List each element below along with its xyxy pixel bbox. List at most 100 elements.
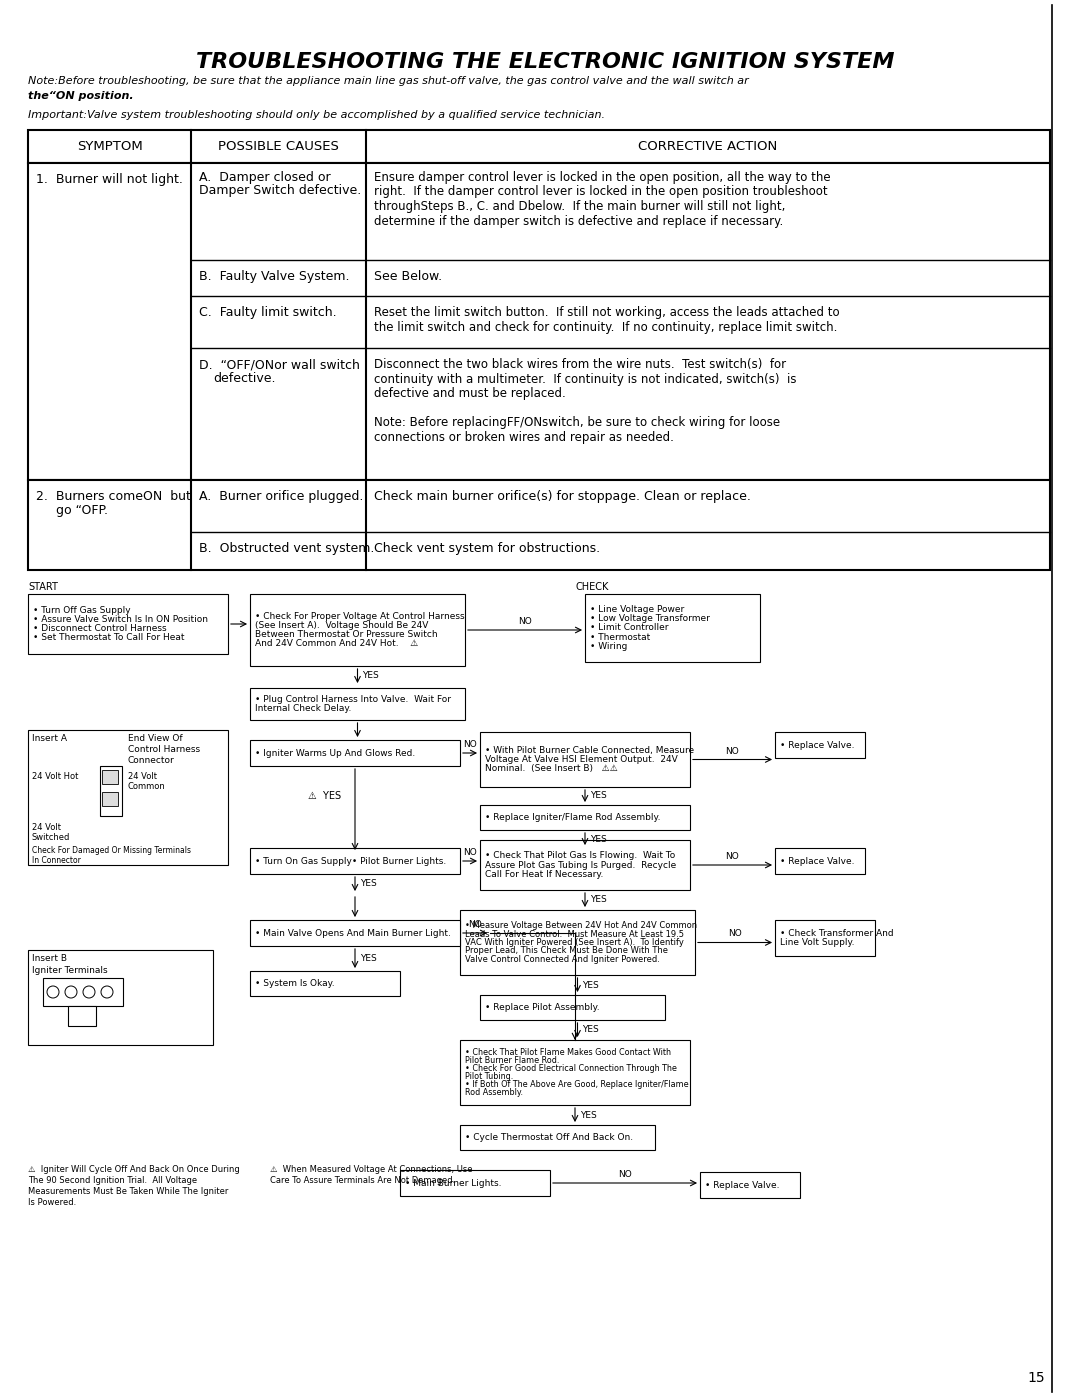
- Text: • Check For Proper Voltage At Control Harness: • Check For Proper Voltage At Control Ha…: [255, 612, 464, 620]
- Text: Control Harness: Control Harness: [129, 745, 200, 754]
- Text: Igniter Terminals: Igniter Terminals: [32, 965, 108, 975]
- Text: determine if the damper switch is defective and replace if necessary.: determine if the damper switch is defect…: [374, 215, 783, 228]
- Text: the limit switch and check for continuity.  If no continuity, replace limit swit: the limit switch and check for continuit…: [374, 320, 837, 334]
- Text: Note: Before replacingFF/ONswitch, be sure to check wiring for loose: Note: Before replacingFF/ONswitch, be su…: [374, 416, 780, 429]
- Text: 2.  Burners comeON  but: 2. Burners comeON but: [36, 490, 191, 503]
- Text: Disconnect the two black wires from the wire nuts.  Test switch(s)  for: Disconnect the two black wires from the …: [374, 358, 786, 372]
- Text: B.  Faulty Valve System.: B. Faulty Valve System.: [199, 270, 350, 284]
- Text: • Line Voltage Power: • Line Voltage Power: [590, 605, 685, 615]
- Text: NO: NO: [726, 746, 740, 756]
- Text: Reset the limit switch button.  If still not working, access the leads attached : Reset the limit switch button. If still …: [374, 306, 839, 319]
- Circle shape: [83, 986, 95, 997]
- Text: • System Is Okay.: • System Is Okay.: [255, 979, 335, 988]
- Text: • Low Voltage Transformer: • Low Voltage Transformer: [590, 615, 710, 623]
- Text: Assure Plot Gas Tubing Is Purged.  Recycle: Assure Plot Gas Tubing Is Purged. Recycl…: [485, 861, 676, 869]
- Text: The 90 Second Ignition Trial.  All Voltage: The 90 Second Ignition Trial. All Voltag…: [28, 1176, 198, 1185]
- Bar: [480, 840, 690, 890]
- Text: In Connector: In Connector: [32, 856, 81, 865]
- Bar: [460, 1039, 690, 1105]
- Text: • Wiring: • Wiring: [590, 641, 627, 651]
- Text: NO: NO: [463, 848, 477, 856]
- Text: defective and must be replaced.: defective and must be replaced.: [374, 387, 566, 400]
- Text: • Limit Controller: • Limit Controller: [590, 623, 669, 633]
- Text: D.  “OFF/ONor wall switch: D. “OFF/ONor wall switch: [199, 358, 360, 372]
- Text: Rod Assembly.: Rod Assembly.: [465, 1088, 523, 1097]
- Text: And 24V Common And 24V Hot.    ⚠: And 24V Common And 24V Hot. ⚠: [255, 640, 418, 648]
- Text: NO: NO: [518, 617, 531, 626]
- Text: NO: NO: [726, 852, 740, 861]
- Text: Between Thermostat Or Pressure Switch: Between Thermostat Or Pressure Switch: [255, 630, 437, 638]
- Text: Is Powered.: Is Powered.: [28, 1199, 77, 1207]
- Bar: [28, 731, 228, 865]
- Text: 1.  Burner will not light.: 1. Burner will not light.: [36, 173, 183, 186]
- Text: Leads To Valve Control.  Must Measure At Least 19.5: Leads To Valve Control. Must Measure At …: [465, 929, 684, 939]
- Text: Call For Heat If Necessary.: Call For Heat If Necessary.: [485, 869, 604, 879]
- Text: • Thermostat: • Thermostat: [590, 633, 650, 641]
- Text: • Replace Valve.: • Replace Valve.: [780, 856, 854, 866]
- Text: connections or broken wires and repair as needed.: connections or broken wires and repair a…: [374, 430, 674, 443]
- Text: Switched: Switched: [32, 833, 70, 842]
- Text: YES: YES: [582, 981, 599, 989]
- Text: ⚠  Igniter Will Cycle Off And Back On Once During: ⚠ Igniter Will Cycle Off And Back On Onc…: [28, 1165, 240, 1173]
- Bar: [480, 995, 665, 1020]
- Bar: [249, 921, 460, 946]
- Bar: [102, 770, 118, 784]
- Bar: [28, 594, 228, 654]
- Text: YES: YES: [360, 954, 377, 963]
- Text: SYMPTOM: SYMPTOM: [77, 140, 143, 154]
- Text: A.  Burner orifice plugged.: A. Burner orifice plugged.: [199, 490, 363, 503]
- Text: Common: Common: [129, 782, 165, 791]
- Text: go “OFP.: go “OFP.: [36, 504, 108, 517]
- Text: CHECK: CHECK: [575, 583, 608, 592]
- Text: continuity with a multimeter.  If continuity is not indicated, switch(s)  is: continuity with a multimeter. If continu…: [374, 373, 797, 386]
- Text: • Measure Voltage Between 24V Hot And 24V Common: • Measure Voltage Between 24V Hot And 24…: [465, 921, 697, 930]
- Text: • With Pilot Burner Cable Connected, Measure: • With Pilot Burner Cable Connected, Mea…: [485, 746, 694, 754]
- Text: YES: YES: [582, 1025, 599, 1035]
- Text: See Below.: See Below.: [374, 270, 442, 284]
- Text: • Disconnect Control Harness: • Disconnect Control Harness: [33, 624, 166, 633]
- Text: ⚠  When Measured Voltage At Connections, Use: ⚠ When Measured Voltage At Connections, …: [270, 1165, 473, 1173]
- Text: POSSIBLE CAUSES: POSSIBLE CAUSES: [218, 140, 339, 154]
- Text: Check main burner orifice(s) for stoppage. Clean or replace.: Check main burner orifice(s) for stoppag…: [374, 490, 751, 503]
- Text: • Assure Valve Switch Is In ON Position: • Assure Valve Switch Is In ON Position: [33, 615, 208, 624]
- Text: ⚠  YES: ⚠ YES: [309, 791, 341, 800]
- Text: • Check Transformer And: • Check Transformer And: [780, 929, 893, 937]
- Bar: [249, 740, 460, 766]
- Text: End View Of: End View Of: [129, 733, 183, 743]
- Bar: [28, 163, 1050, 481]
- Text: throughSteps B., C. and Dbelow.  If the main burner will still not light,: throughSteps B., C. and Dbelow. If the m…: [374, 200, 785, 212]
- Bar: [28, 481, 1050, 570]
- Text: Line Volt Supply.: Line Volt Supply.: [780, 937, 854, 947]
- Text: Measurements Must Be Taken While The Igniter: Measurements Must Be Taken While The Ign…: [28, 1187, 228, 1196]
- Text: • Igniter Warms Up And Glows Red.: • Igniter Warms Up And Glows Red.: [255, 749, 415, 757]
- Bar: [460, 1125, 654, 1150]
- Bar: [460, 909, 696, 975]
- Text: Voltage At Valve HSI Element Output.  24V: Voltage At Valve HSI Element Output. 24V: [485, 754, 678, 764]
- Bar: [480, 732, 690, 787]
- Text: defective.: defective.: [213, 372, 275, 386]
- Text: 24 Volt: 24 Volt: [32, 823, 60, 833]
- Text: Important:Valve system troubleshooting should only be accomplished by a qualifie: Important:Valve system troubleshooting s…: [28, 110, 605, 120]
- Text: • Replace Valve.: • Replace Valve.: [780, 740, 854, 750]
- Text: START: START: [28, 583, 58, 592]
- Text: Note:Before troubleshooting, be sure that the appliance main line gas shut-off v: Note:Before troubleshooting, be sure tha…: [28, 75, 748, 87]
- Text: YES: YES: [360, 880, 377, 888]
- Text: VAC With Igniter Powered (See Insert A).  To Identify: VAC With Igniter Powered (See Insert A).…: [465, 937, 684, 947]
- Text: Care To Assure Terminals Are Not Damaged.: Care To Assure Terminals Are Not Damaged…: [270, 1176, 456, 1185]
- Text: • Replace Valve.: • Replace Valve.: [705, 1180, 780, 1189]
- Text: A.  Damper closed or: A. Damper closed or: [199, 170, 330, 184]
- Text: YES: YES: [580, 1111, 597, 1119]
- Text: Nominal.  (See Insert B)   ⚠⚠: Nominal. (See Insert B) ⚠⚠: [485, 764, 618, 773]
- Text: 24 Volt Hot: 24 Volt Hot: [32, 773, 79, 781]
- Text: Insert A: Insert A: [32, 733, 67, 743]
- Text: • Replace Igniter/Flame Rod Assembly.: • Replace Igniter/Flame Rod Assembly.: [485, 813, 661, 821]
- Bar: [400, 1171, 550, 1196]
- Bar: [480, 805, 690, 830]
- Text: • Main Burner Lights.: • Main Burner Lights.: [405, 1179, 501, 1187]
- Bar: [700, 1172, 800, 1199]
- Text: • Set Thermostat To Call For Heat: • Set Thermostat To Call For Heat: [33, 633, 185, 643]
- Bar: [775, 921, 875, 956]
- Text: • Replace Pilot Assembly.: • Replace Pilot Assembly.: [485, 1003, 599, 1011]
- Text: NO: NO: [618, 1171, 632, 1179]
- Text: • Turn On Gas Supply• Pilot Burner Lights.: • Turn On Gas Supply• Pilot Burner Light…: [255, 856, 446, 866]
